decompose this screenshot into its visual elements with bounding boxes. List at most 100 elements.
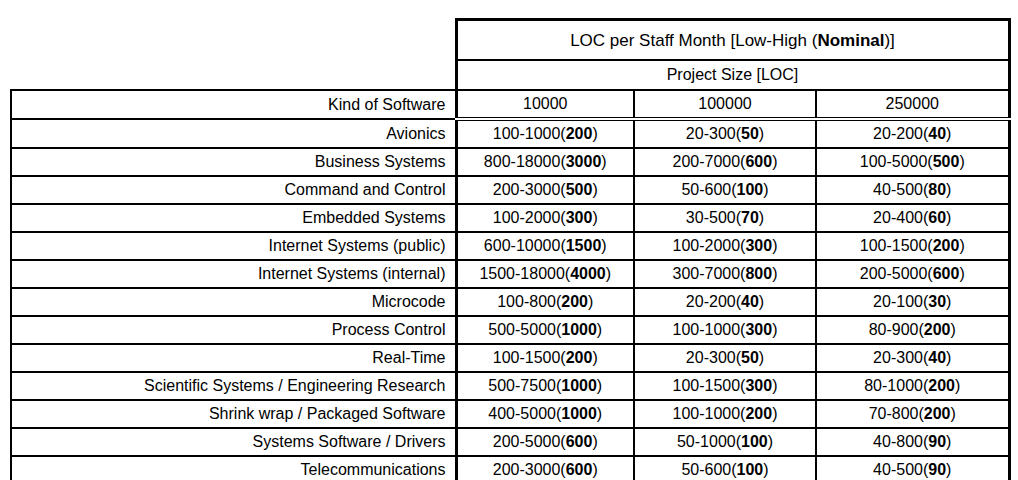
table-row: Internet Systems (public)600-10000(1500)… (11, 232, 1009, 260)
kind-cell: Real-Time (11, 344, 456, 372)
value-cell: 20-200(40) (816, 119, 1009, 148)
kind-cell: Internet Systems (internal) (11, 260, 456, 288)
nominal-value: 300 (745, 377, 772, 394)
kind-cell: Process Control (11, 316, 456, 344)
value-cell: 40-500(90) (816, 456, 1009, 480)
nominal-value: 90 (928, 433, 946, 450)
value-cell: 100-800(200) (456, 288, 634, 316)
nominal-value: 60 (928, 209, 946, 226)
table-row: Shrink wrap / Packaged Software400-5000(… (11, 400, 1009, 428)
column-header-row: Kind of Software 10000 100000 250000 (11, 90, 1009, 119)
kind-cell: Microcode (11, 288, 456, 316)
kind-cell: Avionics (11, 119, 456, 148)
nominal-value: 200 (561, 293, 588, 310)
nominal-value: 100 (737, 181, 764, 198)
nominal-value: 80 (928, 181, 946, 198)
value-cell: 40-500(80) (816, 176, 1009, 204)
value-cell: 20-300(40) (816, 344, 1009, 372)
value-cell: 20-300(50) (634, 119, 816, 148)
value-cell: 30-500(70) (634, 204, 816, 232)
value-cell: 300-7000(800) (634, 260, 816, 288)
nominal-value: 200 (566, 125, 593, 142)
size-header-10000: 10000 (456, 90, 634, 119)
value-cell: 200-5000(600) (816, 260, 1009, 288)
nominal-value: 600 (566, 461, 593, 478)
table-row: Embedded Systems100-2000(300)30-500(70)2… (11, 204, 1009, 232)
value-cell: 70-800(200) (816, 400, 1009, 428)
nominal-value: 800 (745, 265, 772, 282)
nominal-value: 600 (745, 153, 772, 170)
kind-cell: Embedded Systems (11, 204, 456, 232)
nominal-value: 200 (566, 349, 593, 366)
value-cell: 100-2000(300) (456, 204, 634, 232)
table-row: Command and Control200-3000(500)50-600(1… (11, 176, 1009, 204)
nominal-value: 90 (928, 461, 946, 478)
table-row: Systems Software / Drivers200-5000(600)5… (11, 428, 1009, 456)
project-size-header: Project Size [LOC] (456, 60, 1009, 90)
nominal-value: 40 (928, 125, 946, 142)
value-cell: 40-800(90) (816, 428, 1009, 456)
nominal-value: 100 (741, 433, 768, 450)
table-row: Process Control500-5000(1000)100-1000(30… (11, 316, 1009, 344)
value-cell: 50-600(100) (634, 176, 816, 204)
nominal-value: 300 (745, 237, 772, 254)
value-cell: 200-3000(500) (456, 176, 634, 204)
nominal-value: 1500 (566, 237, 602, 254)
value-cell: 100-1000(300) (634, 316, 816, 344)
table-row: Real-Time100-1500(200)20-300(50)20-300(4… (11, 344, 1009, 372)
value-cell: 100-1500(200) (456, 344, 634, 372)
table-row: Internet Systems (internal)1500-18000(40… (11, 260, 1009, 288)
kind-cell: Telecommunications (11, 456, 456, 480)
value-cell: 200-5000(600) (456, 428, 634, 456)
size-header-100000: 100000 (634, 90, 816, 119)
value-cell: 1500-18000(4000) (456, 260, 634, 288)
value-cell: 200-7000(600) (634, 148, 816, 176)
nominal-value: 100 (737, 461, 764, 478)
nominal-value: 600 (933, 265, 960, 282)
table-title: LOC per Staff Month [Low-High (Nominal)] (456, 20, 1009, 61)
table-title-prefix: LOC per Staff Month [Low-High ( (570, 31, 817, 50)
value-cell: 50-600(100) (634, 456, 816, 480)
nominal-value: 50 (741, 349, 759, 366)
value-cell: 600-10000(1500) (456, 232, 634, 260)
table-row: Microcode100-800(200)20-200(40)20-100(30… (11, 288, 1009, 316)
kind-cell: Internet Systems (public) (11, 232, 456, 260)
nominal-value: 500 (566, 181, 593, 198)
nominal-value: 50 (741, 125, 759, 142)
table-title-suffix: )] (884, 31, 894, 50)
nominal-value: 200 (745, 405, 772, 422)
kind-cell: Business Systems (11, 148, 456, 176)
value-cell: 500-7500(1000) (456, 372, 634, 400)
nominal-value: 70 (741, 209, 759, 226)
loc-per-staff-month-table: LOC per Staff Month [Low-High (Nominal)]… (10, 18, 1011, 480)
value-cell: 100-1500(300) (634, 372, 816, 400)
kind-of-software-header: Kind of Software (11, 90, 456, 119)
nominal-value: 200 (924, 321, 951, 338)
nominal-value: 200 (928, 377, 955, 394)
value-cell: 50-1000(100) (634, 428, 816, 456)
nominal-value: 200 (933, 237, 960, 254)
nominal-value: 1000 (561, 321, 597, 338)
size-header-250000: 250000 (816, 90, 1009, 119)
nominal-value: 1000 (561, 405, 597, 422)
subtitle-row: Project Size [LOC] (11, 60, 1009, 90)
value-cell: 400-5000(1000) (456, 400, 634, 428)
value-cell: 20-200(40) (634, 288, 816, 316)
value-cell: 500-5000(1000) (456, 316, 634, 344)
nominal-value: 300 (566, 209, 593, 226)
blank-corner (11, 20, 456, 61)
value-cell: 200-3000(600) (456, 456, 634, 480)
value-cell: 100-1000(200) (634, 400, 816, 428)
value-cell: 80-1000(200) (816, 372, 1009, 400)
title-row: LOC per Staff Month [Low-High (Nominal)] (11, 20, 1009, 61)
value-cell: 20-100(30) (816, 288, 1009, 316)
value-cell: 100-1500(200) (816, 232, 1009, 260)
kind-cell: Scientific Systems / Engineering Researc… (11, 372, 456, 400)
table-row: Business Systems800-18000(3000)200-7000(… (11, 148, 1009, 176)
value-cell: 100-2000(300) (634, 232, 816, 260)
nominal-value: 200 (924, 405, 951, 422)
value-cell: 100-5000(500) (816, 148, 1009, 176)
nominal-value: 40 (928, 349, 946, 366)
value-cell: 100-1000(200) (456, 119, 634, 148)
nominal-value: 300 (745, 321, 772, 338)
